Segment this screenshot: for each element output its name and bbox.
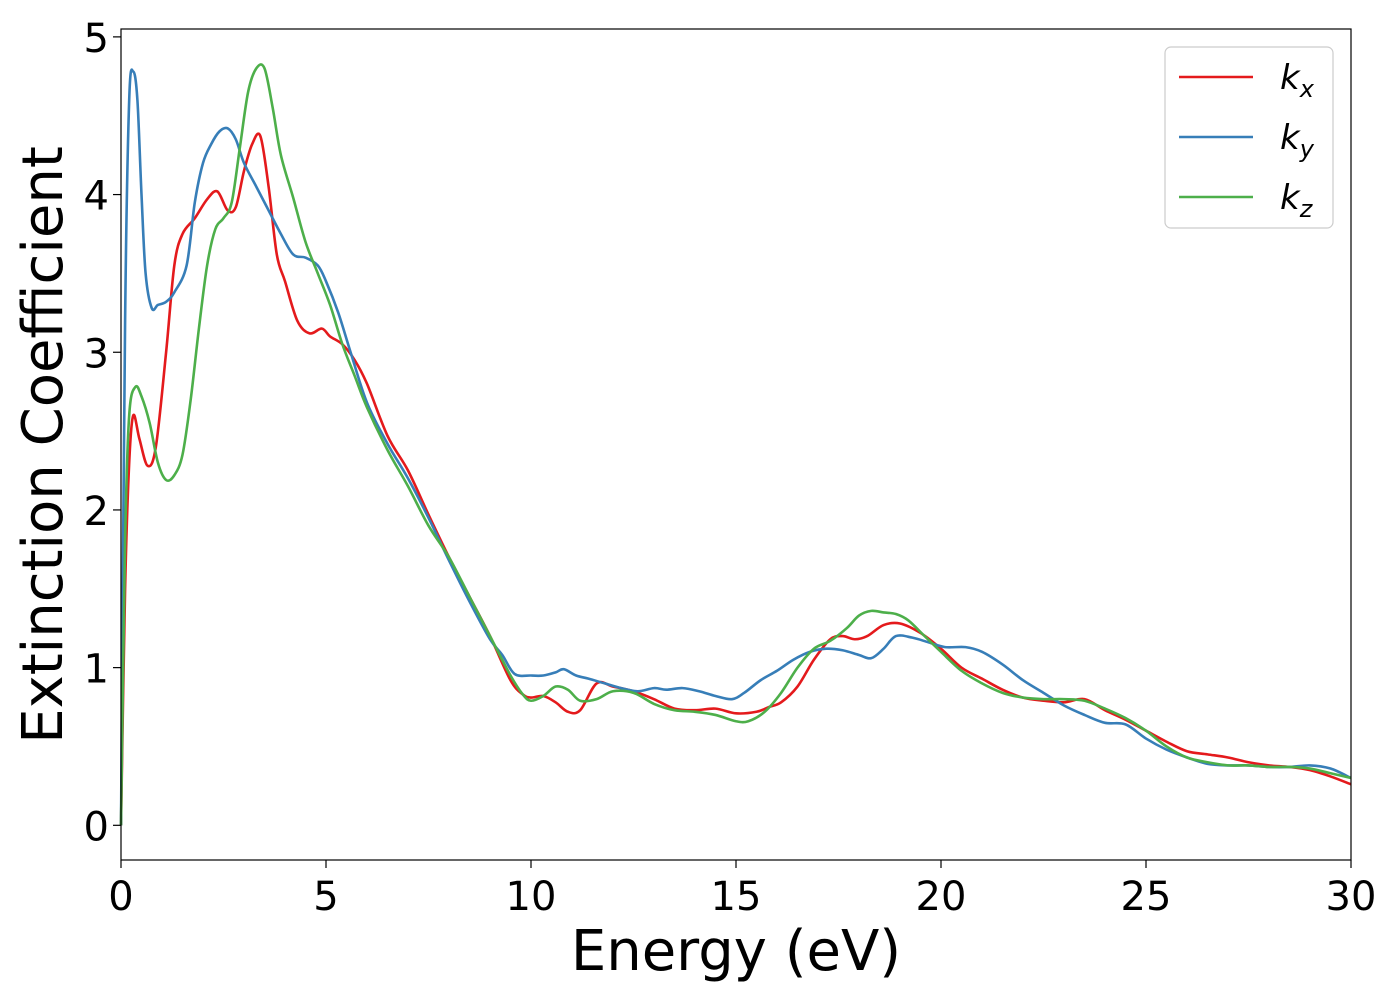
series-line-z	[119, 63, 1352, 826]
x-tick-label: 10	[506, 874, 557, 920]
y-tick-label: 2	[84, 489, 109, 535]
x-tick-label: 20	[916, 874, 967, 920]
x-tick-label: 5	[313, 874, 338, 920]
legend-label-x: kx	[1280, 58, 1315, 103]
y-axis-title: Extinction Coefficient	[11, 146, 76, 744]
legend-label-y: ky	[1280, 118, 1315, 163]
series-layer	[119, 63, 1352, 826]
y-tick-label: 1	[84, 647, 109, 693]
x-tick-label: 0	[108, 874, 133, 920]
series-line-x	[119, 132, 1352, 826]
legend-label-z: kz	[1280, 178, 1314, 223]
y-tick-label: 0	[84, 804, 109, 850]
y-tick-label: 5	[84, 16, 109, 62]
legend: kx ky kz	[1164, 46, 1334, 229]
x-tick-label: 25	[1121, 874, 1172, 920]
x-tick-label: 30	[1326, 874, 1377, 920]
y-tick-label: 4	[84, 174, 109, 220]
x-axis-ticks: 0 5 10 15 20 25 30	[108, 860, 1376, 920]
x-tick-label: 15	[711, 874, 762, 920]
x-axis-title: Energy (eV)	[571, 919, 901, 984]
y-axis-ticks: 0 1 2 3 4 5	[84, 16, 121, 850]
y-tick-label: 3	[84, 331, 109, 377]
